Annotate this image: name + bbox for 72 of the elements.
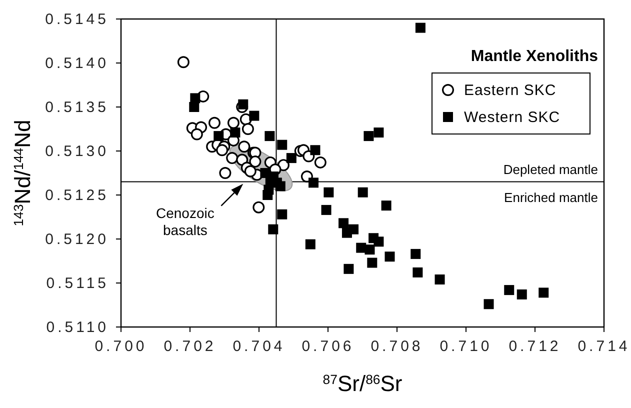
- x-tick-label: 0.712: [508, 338, 562, 355]
- point: [189, 102, 200, 112]
- y-tick-label: 0.5125: [45, 187, 109, 204]
- point: [484, 299, 494, 310]
- legend-label: Eastern SKC: [464, 82, 556, 99]
- point: [286, 153, 296, 164]
- point: [538, 288, 549, 298]
- x-tick-label: 0.700: [94, 338, 148, 355]
- point: [268, 224, 278, 234]
- point: [364, 244, 375, 255]
- point: [177, 56, 190, 68]
- x-tick-label: 0.706: [302, 338, 354, 355]
- y-tick-label: 0.5145: [45, 11, 109, 28]
- point: [227, 116, 240, 129]
- x-tick-label: 0.710: [440, 338, 492, 355]
- y-tick-label: 0.5130: [45, 143, 109, 160]
- point: [374, 128, 384, 138]
- point: [384, 252, 395, 262]
- point: [516, 289, 527, 300]
- point: [434, 274, 445, 284]
- x-axis-title: $^{87}$Sr/$^{86}$Sr: [322, 371, 402, 396]
- y-tick-label: 0.5140: [45, 55, 109, 72]
- point: [338, 218, 349, 228]
- y-tick-label: 0.5135: [45, 99, 109, 116]
- point: [364, 131, 374, 142]
- point: [219, 167, 232, 179]
- point: [277, 140, 288, 150]
- point: [381, 200, 392, 211]
- x-tick-label: 0.702: [164, 338, 216, 355]
- x-tick-label: 0.708: [370, 338, 424, 355]
- annotation: Enriched mantle: [504, 190, 598, 205]
- point: [358, 187, 368, 198]
- point: [367, 258, 378, 268]
- point: [214, 131, 224, 142]
- legend-label: Western SKC: [464, 109, 560, 126]
- point: [321, 204, 332, 215]
- point: [410, 248, 421, 259]
- point: [244, 165, 256, 178]
- point: [249, 110, 260, 121]
- x-tick-label: 0.714: [578, 338, 630, 355]
- point: [310, 145, 320, 156]
- y-tick-label: 0.5120: [45, 231, 109, 248]
- annotation: Cenozoic basalts: [156, 204, 214, 238]
- point: [249, 156, 262, 168]
- point: [308, 178, 319, 188]
- point: [208, 116, 220, 129]
- point: [238, 99, 248, 110]
- point: [275, 181, 286, 192]
- point: [242, 123, 254, 135]
- y-tick-label: 0.5110: [46, 319, 109, 336]
- annotation: Depleted mantle: [503, 162, 598, 177]
- point: [277, 209, 288, 220]
- point: [305, 239, 316, 250]
- point: [226, 152, 238, 164]
- point: [190, 128, 203, 140]
- point: [238, 140, 250, 153]
- point: [415, 22, 426, 33]
- point: [230, 128, 240, 138]
- point: [190, 93, 200, 104]
- x-tick-label: 0.704: [232, 338, 286, 355]
- point: [412, 267, 423, 278]
- point: [324, 187, 334, 198]
- point: [344, 264, 354, 274]
- point: [264, 131, 275, 142]
- legend-title: Mantle Xenoliths: [470, 48, 598, 65]
- point: [504, 285, 514, 296]
- point: [314, 156, 326, 168]
- point: [252, 201, 265, 214]
- point: [262, 190, 273, 200]
- point: [374, 236, 384, 247]
- y-tick-label: 0.5115: [46, 275, 109, 292]
- point: [216, 144, 228, 156]
